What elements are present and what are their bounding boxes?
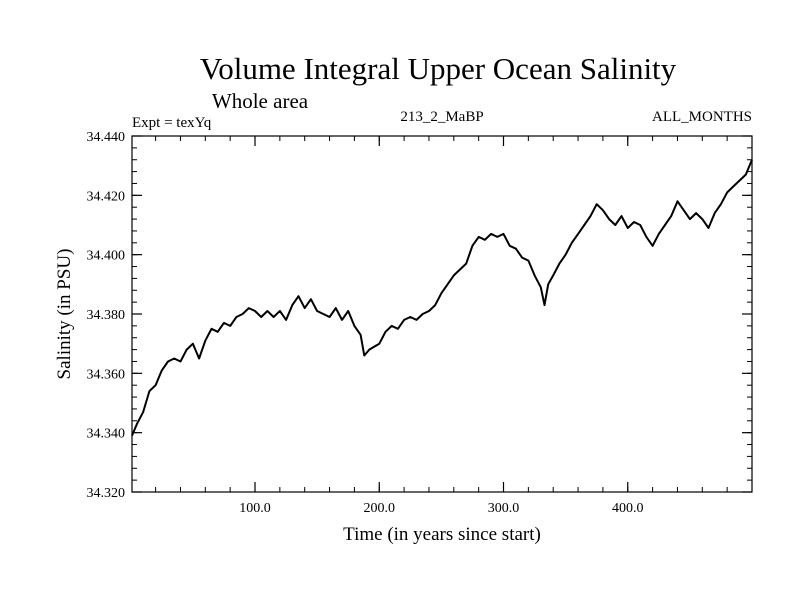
x-tick-label: 400.0: [612, 501, 644, 516]
series-layer: [131, 159, 753, 436]
y-axis-label: Salinity (in PSU): [54, 249, 75, 380]
chart-title: Volume Integral Upper Ocean Salinity: [200, 51, 677, 86]
y-tick-label: 34.380: [87, 308, 126, 323]
x-tick-label: 200.0: [364, 501, 396, 516]
chart-subtitle: Whole area: [212, 89, 309, 113]
x-tick-label: 100.0: [239, 501, 271, 516]
y-tick-label: 34.340: [87, 427, 126, 442]
plot-frame: [131, 135, 753, 493]
run-id-label: 213_2_MaBP: [400, 109, 483, 125]
x-tick-label: 300.0: [488, 501, 520, 516]
y-tick-label: 34.360: [87, 367, 126, 382]
x-axis-label: Time (in years since start): [343, 524, 541, 545]
y-tick-label: 34.400: [87, 249, 126, 264]
x-axis-ticks: 100.0 200.0 300.0 400.0: [155, 136, 753, 516]
salinity-series-line: [131, 159, 753, 436]
y-axis-ticks: 34.320 34.340 34.360 34.380 34.400 34.420 34.4…: [87, 130, 752, 501]
months-label: ALL_MONTHS: [652, 109, 752, 125]
y-tick-label: 34.420: [87, 189, 126, 204]
experiment-label: Expt = texYq: [132, 115, 212, 131]
y-tick-label: 34.320: [87, 486, 126, 501]
y-tick-label: 34.440: [87, 130, 126, 145]
